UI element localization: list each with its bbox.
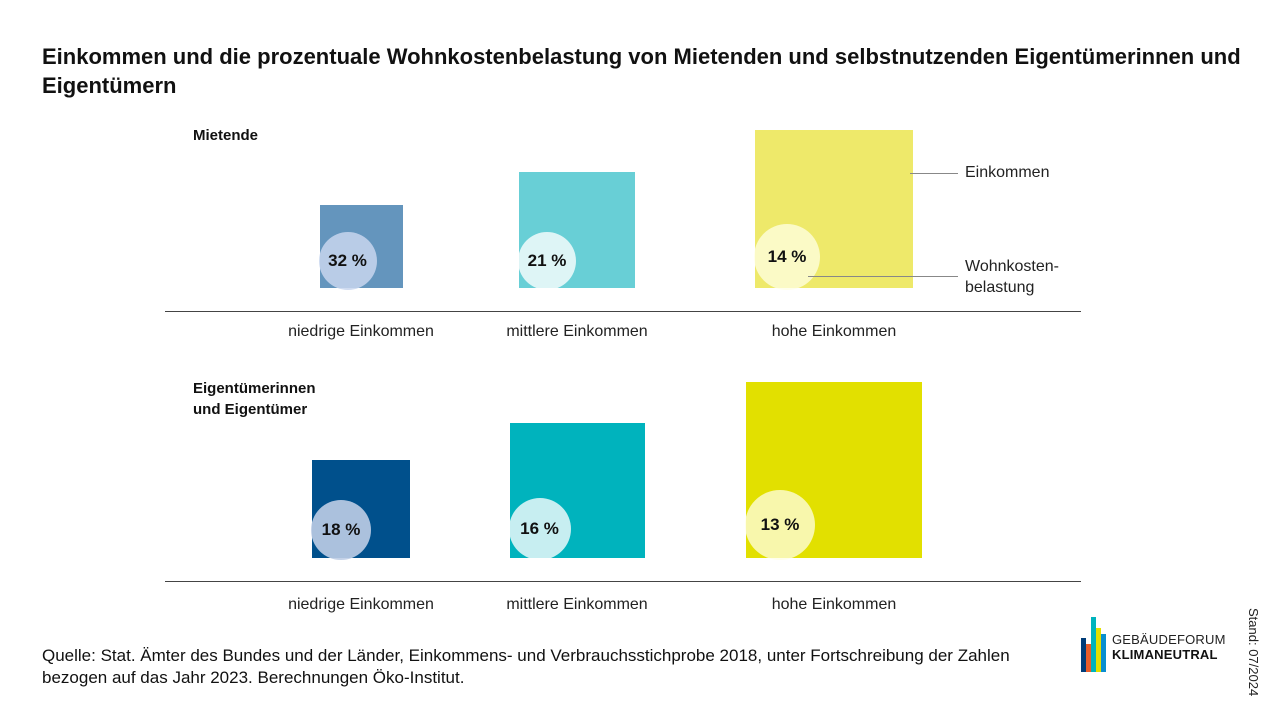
burden-bubble-renters-2: 21 %	[518, 232, 576, 290]
legend-income-leader-line	[910, 173, 958, 174]
category-label-owners-3: hohe Einkommen	[771, 596, 897, 613]
group-label-renters: Mietende	[193, 125, 258, 146]
burden-bubble-renters-3: 14 %	[754, 224, 820, 290]
logo-bar-4	[1096, 628, 1101, 672]
chart-title: Einkommen und die prozentuale Wohnkosten…	[42, 44, 1241, 98]
category-label-renters-2: mittlere Einkommen	[506, 323, 648, 340]
logo-bar-1	[1081, 638, 1086, 672]
burden-bubble-owners-1: 18 %	[311, 500, 371, 560]
legend-burden-label: Wohnkosten- belastung	[965, 256, 1059, 298]
category-label-owners-1: niedrige Einkommen	[288, 596, 434, 613]
category-label-owners-2: mittlere Einkommen	[506, 596, 648, 613]
burden-bubble-renters-1: 32 %	[318, 232, 377, 290]
logo-text-line1: GEBÄUDEFORUM	[1112, 632, 1226, 647]
logo-bar-2	[1086, 644, 1091, 672]
group-label-owners: Eigentümerinnen und Eigentümer	[193, 378, 316, 420]
baseline-owners	[165, 581, 1081, 582]
group-label-renters-line1: Mietende	[193, 127, 259, 144]
logo-bar-5	[1101, 634, 1106, 672]
group-label-owners-line2: und Eigentümer	[193, 401, 308, 418]
burden-bubble-owners-3: 13 %	[745, 490, 815, 560]
logo: GEBÄUDEFORUM KLIMANEUTRAL	[1081, 617, 1241, 672]
logo-bar-3	[1091, 617, 1096, 672]
logo-text-line2: KLIMANEUTRAL	[1112, 647, 1218, 662]
legend-burden-line2: belastung	[965, 279, 1035, 296]
legend-burden-leader-line	[808, 276, 958, 277]
burden-bubble-owners-2: 16 %	[508, 498, 571, 560]
category-label-renters-1: niedrige Einkommen	[288, 323, 434, 340]
stand-date: Stand: 07/2024	[1246, 608, 1261, 697]
baseline-renters	[165, 311, 1081, 312]
legend-burden-line1: Wohnkosten-	[965, 258, 1059, 275]
legend-income-label: Einkommen	[965, 164, 1050, 181]
category-label-renters-3: hohe Einkommen	[771, 323, 897, 340]
group-label-owners-line1: Eigentümerinnen	[193, 380, 316, 397]
source-note: Quelle: Stat. Ämter des Bundes und der L…	[42, 646, 1010, 687]
